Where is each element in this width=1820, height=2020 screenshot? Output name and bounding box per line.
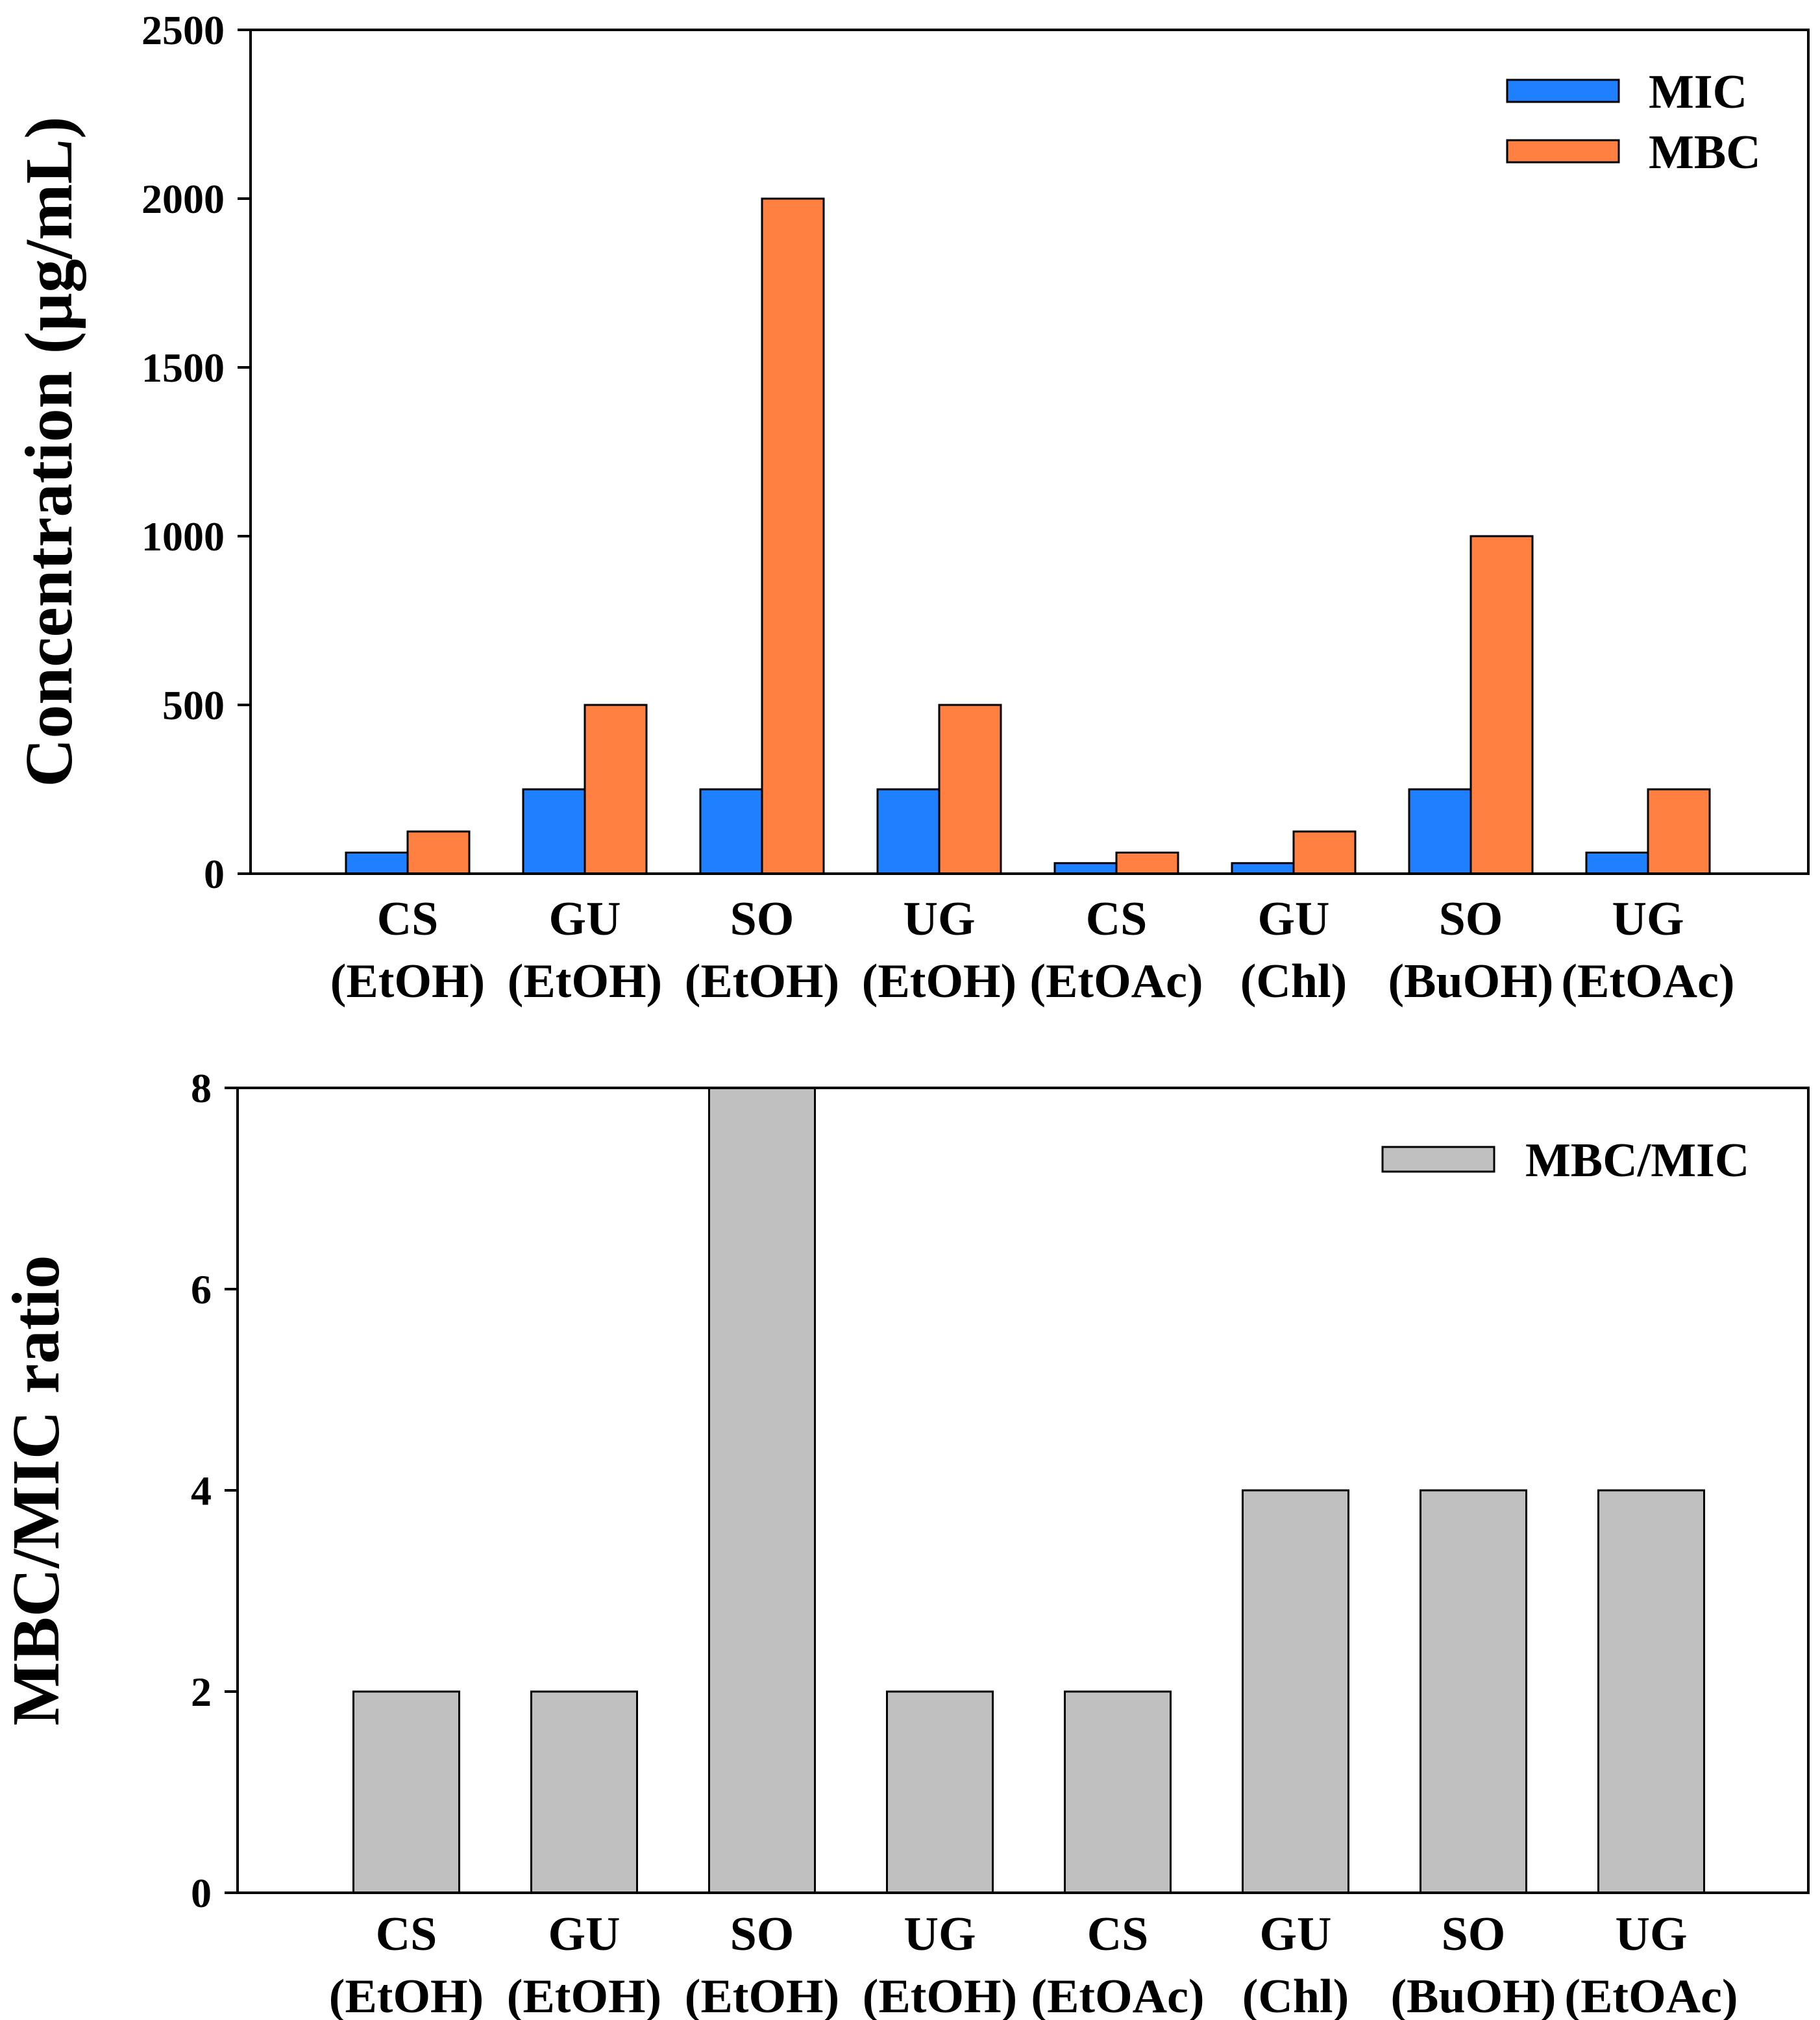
x-axis: CS (EtOH) GU (EtOH) SO (EtOH) UG (EtOH) CS (EtOAc… [330, 893, 1735, 1008]
x-tick-label-line2: (BuOH) [1391, 1970, 1556, 2020]
bar-mbc-mic-5 [1064, 1690, 1172, 1894]
legend: MIC MBC [1506, 66, 1761, 179]
y-tick-label: 500 [162, 682, 225, 728]
x-tick-label-line1: GU [1258, 893, 1330, 946]
y-tick-label: 2 [191, 1669, 212, 1715]
bar-mbc-mic-6 [1242, 1489, 1349, 1894]
bar-mic-3 [699, 788, 763, 875]
x-tick-label-line2: (EtOH) [685, 1970, 839, 2020]
x-tick-label-line1: GU [1260, 1908, 1332, 1961]
y-axis-label: MBC/MIC ratio [0, 1255, 73, 1726]
y-tick-label: 1500 [141, 345, 225, 391]
x-tick-label-line1: UG [1612, 893, 1684, 946]
x-tick-label-line1: GU [549, 893, 621, 946]
x-tick-label-line2: (EtOH) [507, 1970, 661, 2020]
x-tick-label-line1: SO [730, 893, 794, 946]
legend-swatch [1381, 1146, 1495, 1173]
bar-mic-2 [522, 788, 586, 875]
y-tick-label: 2000 [141, 176, 225, 222]
bar-mic-5 [1053, 862, 1118, 875]
x-tick-label-line1: UG [904, 1908, 976, 1961]
bars [345, 197, 1711, 875]
y-tick-label: 2500 [141, 7, 225, 53]
x-tick-label-line2: (EtOH) [508, 955, 662, 1008]
legend-swatch [1506, 79, 1620, 103]
y-axis: 0 2 4 6 8 [191, 1065, 238, 1916]
x-tick-label-line2: (EtOH) [863, 1970, 1017, 2020]
y-tick-label: 1000 [141, 513, 225, 560]
legend-label: MBC/MIC [1525, 1134, 1749, 1187]
x-tick-label-line1: CS [376, 1908, 437, 1961]
x-tick-label-line2: (EtOH) [329, 1970, 484, 2020]
x-tick-label-line2: (EtOH) [685, 955, 839, 1008]
bar-mbc-4 [938, 704, 1002, 875]
x-tick-label-line2: (EtOH) [862, 955, 1016, 1008]
plot-frame [236, 1087, 1810, 1894]
y-tick-label: 6 [191, 1266, 212, 1312]
bar-mbc-mic-3 [708, 1087, 816, 1894]
bar-mbc-mic-8 [1597, 1489, 1705, 1894]
legend: MBC/MIC [1381, 1134, 1749, 1187]
x-tick-label-line1: CS [377, 893, 439, 946]
y-tick-label: 0 [191, 1870, 212, 1916]
bar-mbc-2 [584, 704, 648, 875]
x-tick-label-line2: (EtOH) [330, 955, 485, 1008]
x-tick-label-line1: UG [1616, 1908, 1688, 1961]
x-tick-label-line1: CS [1087, 1908, 1149, 1961]
bar-mic-1 [345, 852, 409, 875]
bars [352, 1087, 1705, 1894]
legend-swatch [1506, 139, 1620, 164]
x-tick-label-line2: (Chl) [1240, 955, 1347, 1008]
bar-mbc-3 [761, 197, 825, 875]
x-tick-label-line2: (EtOAc) [1029, 955, 1203, 1008]
bar-mbc-mic-1 [352, 1690, 460, 1894]
bar-mbc-mic-7 [1420, 1489, 1527, 1894]
x-tick-label-line2: (BuOH) [1388, 955, 1554, 1008]
legend-label: MIC [1649, 66, 1747, 119]
x-tick-label-line1: CS [1086, 893, 1148, 946]
bar-mbc-5 [1115, 852, 1179, 875]
plot-frame [249, 29, 1810, 875]
x-tick-label-line2: (EtOAc) [1564, 1970, 1738, 2020]
bar-mbc-mic-2 [530, 1690, 638, 1894]
bar-mic-8 [1585, 852, 1649, 875]
bar-mbc-8 [1647, 788, 1711, 875]
x-axis: CS (EtOH) GU (EtOH) SO (EtOH) UG (EtOH) CS (EtOAc… [329, 1908, 1738, 2020]
y-tick-label: 0 [204, 851, 225, 897]
y-tick-label: 4 [191, 1468, 212, 1514]
x-tick-label-line1: SO [1442, 1908, 1506, 1961]
x-tick-label-line1: SO [1439, 893, 1503, 946]
bar-mic-7 [1408, 788, 1472, 875]
x-tick-label-line2: (EtOAc) [1031, 1970, 1204, 2020]
bar-mbc-7 [1470, 535, 1534, 875]
bar-mbc-1 [406, 830, 471, 875]
x-tick-label-line2: (EtOAc) [1561, 955, 1734, 1008]
concentration-chart: 0 500 1000 1500 2000 2500 CS (EtOH) GU (EtOH) SO (E… [12, 7, 1810, 1008]
bar-mbc-mic-4 [886, 1690, 994, 1894]
ratio-chart: 0 2 4 6 8 CS (EtOH) GU (EtOH) SO (EtOH) UG (EtOH) CS (… [0, 1065, 1810, 2020]
x-tick-label-line1: SO [730, 1908, 794, 1961]
y-axis-label: Concentration (µg/mL) [12, 116, 86, 787]
bar-mic-4 [876, 788, 941, 875]
bar-mbc-6 [1292, 830, 1357, 875]
x-tick-label-line2: (Chl) [1242, 1970, 1349, 2020]
x-tick-label-line1: GU [548, 1908, 621, 1961]
legend-label: MBC [1649, 126, 1761, 179]
x-tick-label-line1: UG [904, 893, 976, 946]
bar-mic-6 [1231, 862, 1295, 875]
y-tick-label: 8 [191, 1065, 212, 1111]
y-axis: 0 500 1000 1500 2000 2500 [141, 7, 251, 897]
